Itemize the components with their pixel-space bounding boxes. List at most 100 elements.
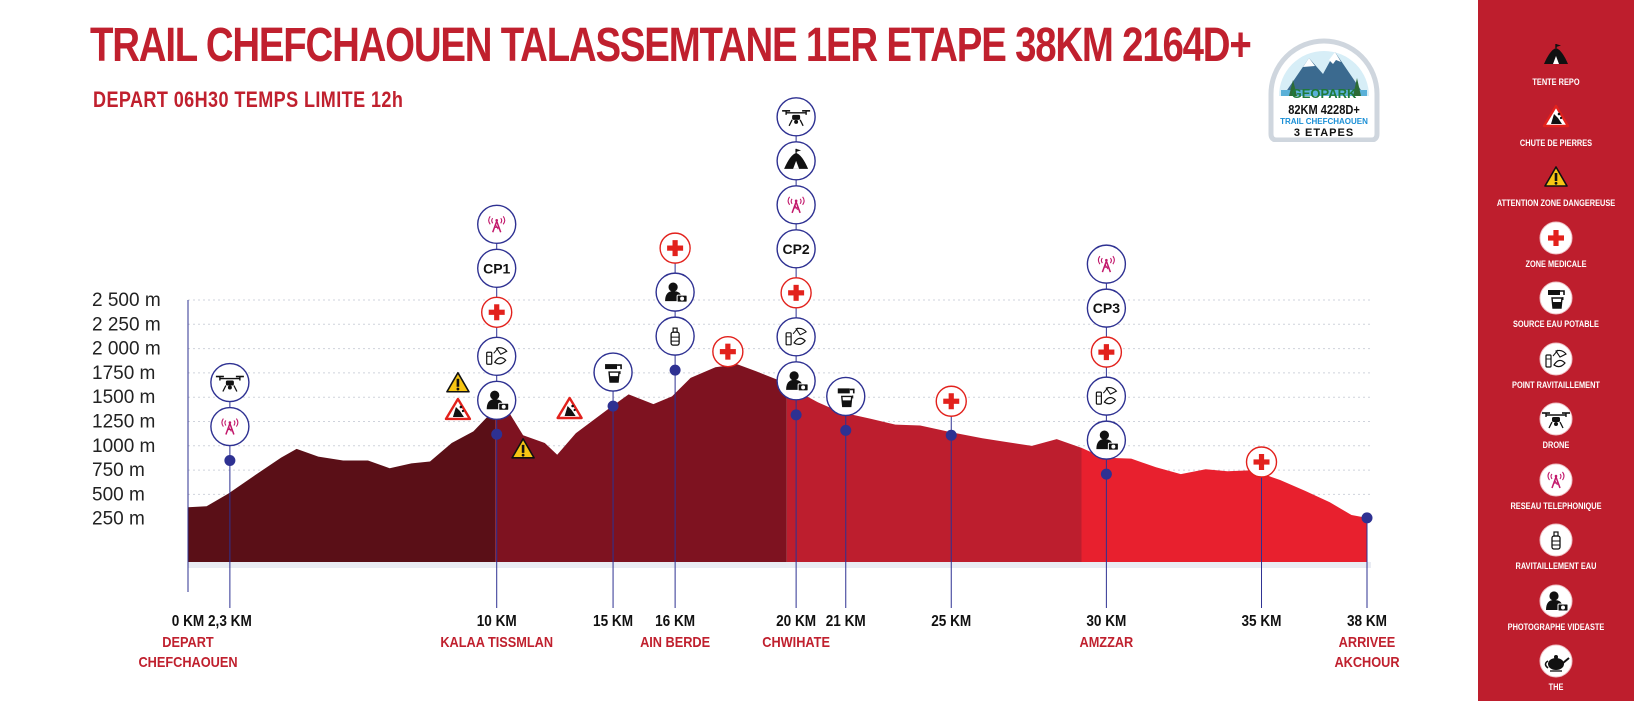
legend-item: DRONE [1478,401,1634,450]
teapot-icon [1539,644,1573,678]
y-tick-label: 2 500 m [92,290,161,311]
station-10-km: CP1 10 KM KALAA TISSMLAN [440,204,553,650]
y-tick-label: 250 m [92,509,145,530]
y-tick-label: 2 250 m [92,314,161,335]
legend-item: RAVITAILLEMENT EAU [1478,522,1634,571]
legend-item: SOURCE EAU POTABLE [1478,280,1634,329]
legend-item: ZONE MEDICALE [1478,220,1634,269]
elevation-profile-chart: 2 500 m 2 250 m 2 000 m 1750 m 1500 m 1250 m 1… [92,97,1400,670]
legend-label: POINT RAVITAILLEMENT [1512,379,1600,390]
water-bottle-icon [1539,523,1573,557]
station-icon-badge [776,317,816,357]
y-tick-label: 1250 m [92,412,155,433]
x-tick-label: 20 KM [776,613,816,630]
profile-segment-4 [1081,447,1367,562]
legend-item: TENTE REPO [1478,38,1634,87]
station-16-km: 16 KM AIN BERDE [640,232,710,650]
y-tick-label: 1500 m [92,387,155,408]
legend-label: THE [1548,682,1564,692]
legend-label: RAVITAILLEMENT EAU [1515,561,1597,571]
food-icon [1539,342,1573,375]
station-place-name: AKCHOUR [1334,653,1399,670]
station-0-km: 0 KM DEPART CHEFCHAOUEN [138,613,237,670]
warning-icon [1544,166,1568,187]
y-tick-label: 500 m [92,484,145,505]
profile-segment-2 [495,364,787,562]
x-tick-label: 16 KM [655,613,695,630]
water-source-icon [1539,281,1573,315]
station-place-name: ARRIVEE [1339,633,1396,650]
station-icon-badge [1086,288,1127,328]
station-marker [790,409,802,421]
legend-label: CHUTE DE PIERRES [1519,137,1593,148]
station-21-km: 21 KM [826,376,866,630]
medical-cross-icon [1539,221,1573,254]
station-marker [607,400,619,412]
legend-label: PHOTOGRAPHE VIDEASTE [1507,621,1605,632]
badge-name: GEOPARK [1291,86,1357,101]
legend-label: TENTE REPO [1532,77,1580,87]
y-tick-label: 1000 m [92,436,155,457]
badge-stages: 3 ETAPES [1293,127,1355,139]
badge-trail-name: TRAIL CHEFCHAOUEN [1280,117,1368,126]
page-subtitle: DEPART 06H30 TEMPS LIMITE 12h [93,87,404,112]
x-tick-label: 25 KM [931,613,971,630]
station-marker [840,424,852,436]
legend-label: DRONE [1542,440,1570,450]
station-38-km: 38 KM ARRIVEE AKCHOUR [1334,512,1400,670]
station-icon-badge [210,406,250,447]
station-marker [1361,512,1373,524]
photographer-icon [1539,584,1573,617]
station-place-name: CHEFCHAOUEN [138,653,237,670]
x-tick-label: 0 KM [172,613,204,630]
x-tick-label: 21 KM [826,613,866,630]
station-30-km: CP3 30 KM AMZZAR [1079,244,1133,650]
legend-label: ATTENTION ZONE DANGEREUSE [1496,198,1616,208]
legend-label: SOURCE EAU POTABLE [1513,319,1599,329]
station-35-km: 35 KM [1242,446,1282,630]
station-20-km: CP2 20 KM CHWIHATE [762,97,830,650]
station-icon-badge [477,248,517,288]
legend-item: CHUTE DE PIERRES [1478,99,1634,148]
station-marker [669,364,681,376]
y-tick-label: 750 m [92,460,145,481]
x-tick-label: 30 KM [1086,613,1126,630]
x-tick-label: 38 KM [1347,613,1387,630]
station-25-km: 25 KM [931,385,971,630]
station-marker [1100,468,1112,480]
y-tick-label: 2 000 m [92,339,161,360]
station-icon-badge [655,316,695,356]
y-tick-label: 1750 m [92,363,155,384]
badge-distance: 82KM 4228D+ [1288,102,1360,117]
checkpoint-label: CP1 [483,260,510,276]
profile-segment-3 [786,385,1082,562]
station-icon-badge [776,229,816,269]
station-marker [491,428,503,440]
station-marker [945,429,957,441]
station-icon-badge [477,336,517,376]
x-tick-label: 35 KM [1242,613,1282,630]
falling-rocks-icon [1542,104,1570,127]
x-tick-label: 15 KM [593,613,633,630]
legend-item: POINT RAVITAILLEMENT [1478,341,1634,390]
station-icon-badge [776,185,816,225]
station-2-3-km: 2,3 KM [208,362,252,630]
station-place-name: CHWIHATE [762,633,830,650]
falling-rocks-icon [556,396,583,420]
legend-item: THE [1478,643,1634,692]
station-place-name: KALAA TISSMLAN [440,633,553,650]
warning-icon [446,371,470,393]
legend-item: ATTENTION ZONE DANGEREUSE [1478,159,1634,208]
checkpoint-label: CP3 [1093,300,1120,316]
profile-segment-1 [188,410,496,562]
station-marker [224,455,236,467]
station-icon-badge [1086,244,1127,284]
station-place-name: DEPART [162,633,214,650]
x-tick-label: 2,3 KM [208,613,252,630]
geopark-badge-logo [1268,38,1380,142]
x-tick-label: 10 KM [477,613,517,630]
drone-icon [1539,402,1573,436]
station-icon-badge [1086,376,1127,416]
station-icon-badge [477,204,517,244]
